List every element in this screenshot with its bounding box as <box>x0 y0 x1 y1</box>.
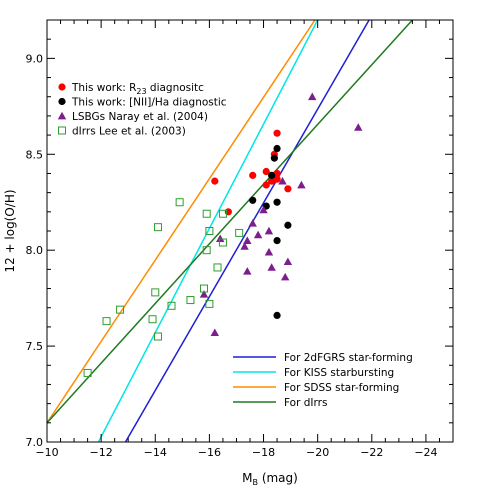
data-point-series-3 <box>205 299 214 308</box>
data-point-series-1 <box>249 196 257 204</box>
data-point-series-0 <box>211 177 219 185</box>
data-point-series-2 <box>264 226 274 235</box>
data-point-series-2 <box>240 242 249 250</box>
data-point-series-2 <box>267 263 276 271</box>
data-point-series-3 <box>218 238 227 247</box>
data-point-series-3 <box>199 284 208 293</box>
data-point-series-1 <box>273 236 281 245</box>
legend-label-line-3: For dIrrs <box>284 397 327 409</box>
data-points <box>83 92 363 377</box>
data-point-series-1 <box>270 154 278 162</box>
data-point-series-0 <box>268 177 276 185</box>
data-point-series-1 <box>268 171 276 179</box>
legend-marker-series-3 <box>58 126 66 135</box>
fit-lines <box>47 20 413 442</box>
y-tick-label: 8.5 <box>26 148 44 161</box>
data-point-series-1 <box>284 221 292 229</box>
x-tick-label: −20 <box>306 446 329 459</box>
tick-labels: −10 −12 −14 −16 −18 −20 −22 −24 7.0 7.5 8.0 8.5 9.0 <box>26 52 438 459</box>
legend-lines: For 2dFGRS star-forming For KISS starburs… <box>233 352 413 409</box>
data-point-series-3 <box>218 209 227 218</box>
y-tick-label: 8.0 <box>26 244 44 257</box>
y-axis-label: 12 + log(O/H) <box>3 189 17 272</box>
data-point-series-0 <box>273 129 281 137</box>
legend-label-series-3: dIrrs Lee et al. (2003) <box>72 126 186 138</box>
data-point-series-3 <box>202 209 211 218</box>
data-point-series-3 <box>205 227 214 235</box>
fit-line-3 <box>47 20 413 424</box>
data-point-series-2 <box>248 219 257 227</box>
data-point-series-3 <box>151 288 160 297</box>
data-point-series-3 <box>148 315 157 324</box>
legend-marker-series-1 <box>58 97 66 106</box>
x-tick-label: −10 <box>35 446 58 459</box>
data-point-series-1 <box>273 144 281 153</box>
data-point-series-2 <box>243 267 252 275</box>
x-tick-label: −12 <box>90 446 113 459</box>
legend-label-line-1: For KISS starbursting <box>284 367 394 379</box>
fit-line-1 <box>97 20 319 442</box>
data-point-series-3 <box>175 198 184 207</box>
data-point-series-2 <box>264 247 274 256</box>
data-point-series-0 <box>262 167 270 176</box>
y-tick-label: 7.0 <box>26 436 44 449</box>
data-point-series-2 <box>278 176 287 185</box>
data-point-series-0 <box>224 208 232 216</box>
data-point-series-2 <box>253 230 263 239</box>
x-axis-label: MB (mag) <box>242 471 298 487</box>
data-point-series-3 <box>102 317 111 326</box>
data-point-series-0 <box>284 185 292 193</box>
legend-label-series-1: This work: [NII]/Ha diagnostic <box>71 97 227 109</box>
legend-label-line-0: For 2dFGRS star-forming <box>284 352 413 364</box>
data-point-series-2 <box>199 290 209 298</box>
data-point-series-3 <box>213 263 222 272</box>
x-tick-label: −16 <box>198 446 221 459</box>
x-tick-label: −14 <box>144 446 167 459</box>
data-point-series-3 <box>202 246 211 255</box>
fit-line-0 <box>124 20 370 442</box>
x-tick-label: −24 <box>414 446 437 459</box>
data-point-series-2 <box>297 180 306 189</box>
legend-label-series-2: LSBGs Naray et al. (2004) <box>72 111 208 123</box>
data-point-series-0 <box>273 169 281 178</box>
data-point-series-3 <box>83 368 92 377</box>
data-point-series-2 <box>210 328 220 337</box>
y-tick-label: 9.0 <box>26 52 44 65</box>
data-point-series-1 <box>273 311 281 319</box>
data-point-series-0 <box>249 171 257 179</box>
data-point-series-2 <box>216 234 225 243</box>
legend-marker-series-0 <box>58 83 66 91</box>
data-point-series-3 <box>116 305 125 314</box>
x-tick-label: −18 <box>252 446 275 459</box>
data-point-series-3 <box>153 223 162 232</box>
y-tick-label: 7.5 <box>26 340 44 353</box>
data-point-series-2 <box>280 272 290 281</box>
legend-label-line-2: For SDSS star-forming <box>284 382 399 394</box>
data-point-series-2 <box>259 205 268 214</box>
fit-line-2 <box>47 20 316 424</box>
x-tick-label: −22 <box>360 446 383 459</box>
data-point-series-2 <box>308 92 317 101</box>
data-point-series-2 <box>243 236 252 244</box>
legend-label-series-0: This work: R23 diagnositc <box>71 82 204 96</box>
data-point-series-1 <box>273 198 281 206</box>
legend-marker-series-2 <box>57 111 67 120</box>
data-point-series-0 <box>273 175 281 183</box>
data-point-series-3 <box>167 301 176 310</box>
data-point-series-3 <box>153 332 162 341</box>
data-point-series-2 <box>354 123 363 131</box>
axis-ticks <box>46 19 454 443</box>
data-point-series-3 <box>235 228 244 237</box>
data-point-series-2 <box>283 257 293 266</box>
data-point-series-3 <box>186 296 195 305</box>
data-point-series-0 <box>262 181 270 189</box>
